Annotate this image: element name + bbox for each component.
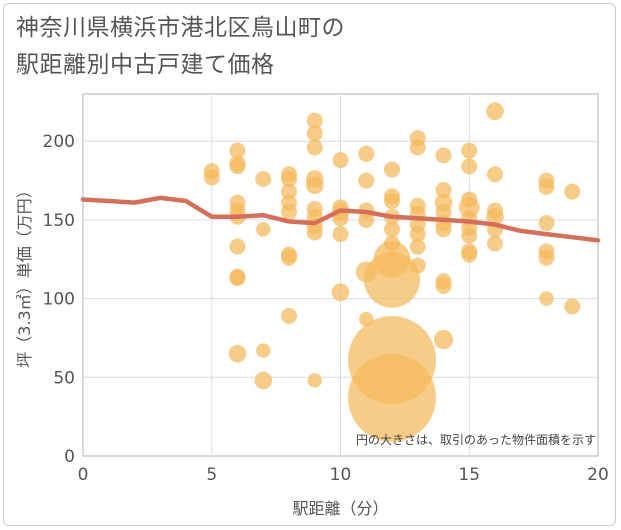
- data-bubble: [203, 169, 220, 186]
- data-bubble: [435, 182, 452, 199]
- data-bubble: [539, 291, 554, 306]
- data-bubble: [364, 251, 420, 308]
- data-bubble: [305, 176, 324, 195]
- y-tick-label: 100: [43, 290, 75, 310]
- data-bubble: [254, 371, 273, 390]
- data-bubble: [306, 112, 323, 129]
- chart-frame: [3, 3, 616, 526]
- data-bubble: [433, 329, 454, 350]
- x-axis-title: 駅距離（分）: [292, 499, 388, 518]
- data-bubble: [358, 211, 375, 228]
- data-bubble: [256, 343, 271, 358]
- data-bubble: [435, 147, 452, 164]
- y-tick-label: 200: [43, 132, 75, 152]
- data-bubble: [486, 102, 504, 121]
- data-bubble: [229, 270, 246, 287]
- chart-title-line-2: 駅距離別中古戸建て価格: [16, 52, 275, 78]
- data-bubble: [281, 307, 297, 324]
- data-bubble: [228, 344, 247, 363]
- data-bubble: [435, 221, 452, 238]
- data-bubble: [256, 222, 271, 237]
- x-tick-label: 15: [458, 465, 480, 485]
- data-bubble: [229, 158, 246, 175]
- data-bubble: [281, 204, 297, 221]
- data-bubble: [384, 161, 400, 178]
- y-axis-title: 坪（3.3㎡）単価（万円）: [15, 182, 34, 367]
- data-bubble: [487, 235, 503, 252]
- data-bubble: [538, 215, 555, 232]
- x-tick-label: 20: [587, 465, 609, 485]
- data-bubble: [307, 373, 322, 388]
- data-bubble: [487, 166, 503, 183]
- data-bubble: [229, 238, 246, 255]
- data-bubble: [281, 183, 297, 200]
- bubble-layer: [203, 102, 581, 442]
- data-bubble: [486, 207, 504, 226]
- trend-line-layer: [80, 195, 601, 243]
- data-bubble: [332, 226, 349, 243]
- data-bubble: [281, 249, 297, 266]
- bubble-size-note: 円の大きさは、取引のあった物件面積を示す: [356, 432, 596, 447]
- chart-title: 神奈川県横浜市港北区鳥山町の 駅距離別中古戸建て価格: [16, 10, 345, 84]
- data-bubble: [435, 278, 452, 295]
- data-bubble: [358, 172, 375, 189]
- data-bubble: [306, 139, 323, 156]
- data-bubble: [229, 142, 246, 159]
- data-bubble: [538, 249, 555, 266]
- data-bubble: [461, 142, 478, 159]
- data-bubble: [255, 170, 272, 187]
- data-bubble: [409, 257, 426, 274]
- data-bubble: [358, 145, 375, 162]
- x-tick-label: 0: [78, 465, 89, 485]
- data-bubble: [409, 139, 426, 156]
- data-bubble: [461, 227, 478, 244]
- y-tick-label: 0: [64, 447, 75, 467]
- data-bubble: [461, 246, 478, 263]
- data-bubble: [461, 158, 478, 175]
- grid-lines: [82, 93, 599, 457]
- data-bubble: [435, 204, 452, 221]
- data-bubble: [409, 238, 426, 255]
- data-bubble: [332, 152, 349, 169]
- chart-title-line-1: 神奈川県横浜市港北区鳥山町の: [16, 15, 345, 41]
- data-bubble: [281, 170, 297, 187]
- average-price-line: [80, 195, 601, 243]
- data-bubble: [564, 298, 581, 315]
- x-tick-label: 10: [330, 465, 352, 485]
- y-tick-label: 50: [53, 368, 75, 388]
- data-bubble: [306, 125, 323, 142]
- data-bubble: [306, 224, 323, 241]
- data-bubble: [384, 221, 400, 238]
- x-tick-label: 5: [206, 465, 217, 485]
- data-bubble: [348, 353, 436, 442]
- data-bubble: [564, 183, 581, 200]
- data-bubble: [409, 226, 426, 243]
- y-tick-label: 150: [43, 211, 75, 231]
- data-bubble: [331, 283, 350, 302]
- data-bubble: [538, 178, 555, 195]
- data-bubble: [384, 193, 400, 210]
